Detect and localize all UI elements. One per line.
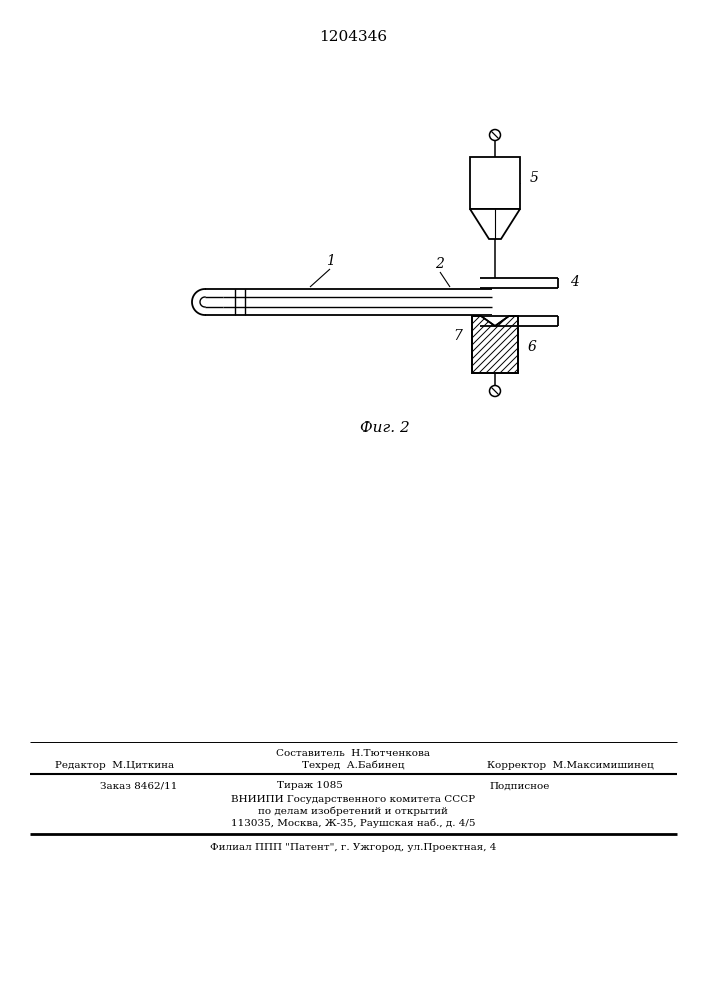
Bar bbox=[470, 157, 520, 209]
Text: 1: 1 bbox=[325, 254, 334, 268]
Text: Тираж 1085: Тираж 1085 bbox=[277, 782, 343, 790]
Text: ВНИИПИ Государственного комитета СССР: ВНИИПИ Государственного комитета СССР bbox=[231, 794, 475, 804]
Text: 5: 5 bbox=[530, 171, 539, 185]
Text: по делам изобретений и открытий: по делам изобретений и открытий bbox=[258, 806, 448, 816]
Polygon shape bbox=[470, 209, 520, 239]
Text: 2: 2 bbox=[436, 257, 445, 271]
Text: 7: 7 bbox=[453, 329, 462, 343]
Text: Заказ 8462/11: Заказ 8462/11 bbox=[100, 782, 177, 790]
Text: Составитель  Н.Тютченкова: Составитель Н.Тютченкова bbox=[276, 748, 430, 758]
Text: Корректор  М.Максимишинец: Корректор М.Максимишинец bbox=[486, 760, 653, 770]
Text: Подписное: Подписное bbox=[490, 782, 550, 790]
Text: Фиг. 2: Фиг. 2 bbox=[360, 421, 410, 435]
Text: 6: 6 bbox=[528, 340, 537, 354]
Text: 4: 4 bbox=[570, 275, 579, 289]
Text: Редактор  М.Циткина: Редактор М.Циткина bbox=[55, 760, 175, 770]
Text: 1204346: 1204346 bbox=[319, 30, 387, 44]
Bar bbox=[472, 316, 518, 373]
Text: Филиал ППП "Патент", г. Ужгород, ул.Проектная, 4: Филиал ППП "Патент", г. Ужгород, ул.Прое… bbox=[210, 842, 496, 852]
Polygon shape bbox=[481, 315, 509, 326]
Text: 113035, Москва, Ж-35, Раушская наб., д. 4/5: 113035, Москва, Ж-35, Раушская наб., д. … bbox=[230, 818, 475, 828]
Text: Техред  А.Бабинец: Техред А.Бабинец bbox=[302, 760, 404, 770]
Bar bbox=[472, 316, 518, 373]
